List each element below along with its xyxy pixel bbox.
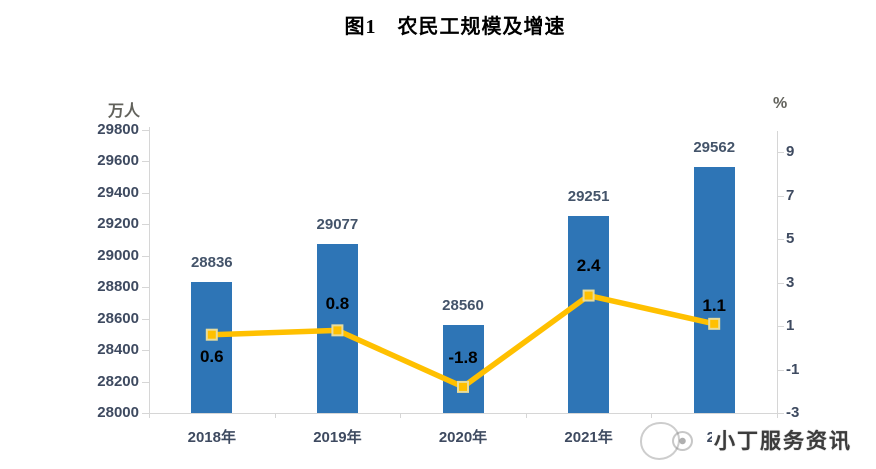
bar-value-label: 29251 [567, 188, 610, 206]
logo-inner-circle [672, 431, 693, 451]
secondary-y-axis-tick-label: -1 [786, 360, 800, 378]
watermark-logo-icon [636, 418, 706, 464]
secondary-y-axis-tick-label: 9 [786, 143, 795, 160]
y-axis-tick-label: 28000 [97, 404, 139, 421]
y-axis-tick-label: 28200 [97, 372, 139, 390]
y-axis-tick [142, 255, 149, 257]
line-value-label: -1.8 [448, 347, 478, 367]
right-y-axis-line [777, 131, 778, 413]
y-axis-tick [142, 192, 149, 194]
watermark-text: 小丁服务资讯 [712, 422, 854, 460]
line-marker [708, 317, 721, 330]
chart-title: 图1 农民工规模及增速 [344, 16, 566, 38]
secondary-y-axis-tick [778, 326, 784, 327]
line-marker [331, 324, 344, 337]
bar-2020年 [442, 324, 484, 413]
y-axis-tick [142, 413, 149, 414]
x-axis-tick [525, 413, 527, 418]
x-axis-category-label: 2020年 [438, 429, 488, 446]
bar-value-label: 28836 [190, 253, 233, 271]
x-axis-category-label: 2021年 [564, 429, 613, 446]
left-axis-unit-label: 万人 [108, 103, 141, 120]
line-value-label: 2.4 [576, 255, 601, 275]
secondary-y-axis-tick [778, 239, 784, 240]
secondary-y-axis-tick [778, 152, 784, 153]
y-axis-tick-label: 29400 [97, 183, 139, 201]
y-axis-tick-label: 28400 [97, 341, 139, 359]
bar-value-label: 28560 [442, 296, 484, 314]
line-value-label: 1.1 [702, 295, 726, 315]
y-axis-tick [142, 381, 149, 383]
line-value-label: 0.8 [325, 294, 350, 314]
bar-2021年 [568, 216, 610, 413]
bar-2018年 [191, 281, 233, 413]
x-axis-tick [274, 413, 276, 418]
secondary-y-axis-tick-label: 5 [786, 230, 795, 247]
y-axis-tick-label: 29800 [97, 121, 139, 138]
secondary-y-axis-tick [778, 195, 784, 197]
y-axis-tick [142, 130, 149, 131]
secondary-y-axis-tick-label: -3 [786, 404, 800, 421]
bar-2022年 [693, 167, 735, 413]
line-marker [205, 328, 218, 341]
growth-line [211, 292, 715, 390]
secondary-y-axis-tick-label: 3 [786, 273, 795, 291]
line-value-label: 0.6 [199, 346, 224, 366]
right-axis-unit-label: % [773, 95, 788, 112]
x-axis-tick [651, 413, 653, 418]
x-axis-line [142, 413, 778, 414]
x-axis-tick [777, 413, 778, 418]
y-axis-tick [142, 350, 149, 352]
secondary-y-axis-tick [778, 413, 784, 414]
y-axis-tick [142, 318, 149, 320]
x-axis-category-label: 2018年 [187, 429, 236, 446]
y-axis-tick-label: 28800 [97, 278, 139, 296]
secondary-y-axis-tick-label: 1 [786, 317, 795, 334]
y-axis-tick [142, 161, 149, 163]
y-axis-tick-label: 28600 [97, 309, 139, 327]
x-axis-category-label: 2019年 [313, 429, 362, 446]
left-y-axis-line [149, 127, 150, 413]
y-axis-tick-label: 29200 [97, 215, 139, 233]
secondary-y-axis-tick [778, 369, 784, 371]
y-axis-tick [142, 287, 149, 289]
secondary-y-axis-tick-label: 7 [786, 186, 795, 204]
x-axis-tick [400, 413, 402, 418]
y-axis-tick-label: 29600 [97, 152, 139, 170]
line-marker [457, 380, 469, 393]
line-marker [582, 289, 595, 302]
bar-value-label: 29077 [316, 215, 359, 233]
bar-value-label: 29562 [693, 139, 736, 157]
watermark: 小丁服务资讯 [636, 416, 876, 466]
y-axis-tick [142, 224, 149, 226]
x-axis-tick [149, 413, 150, 418]
secondary-y-axis-tick [778, 282, 784, 284]
y-axis-tick-label: 29000 [97, 246, 139, 264]
